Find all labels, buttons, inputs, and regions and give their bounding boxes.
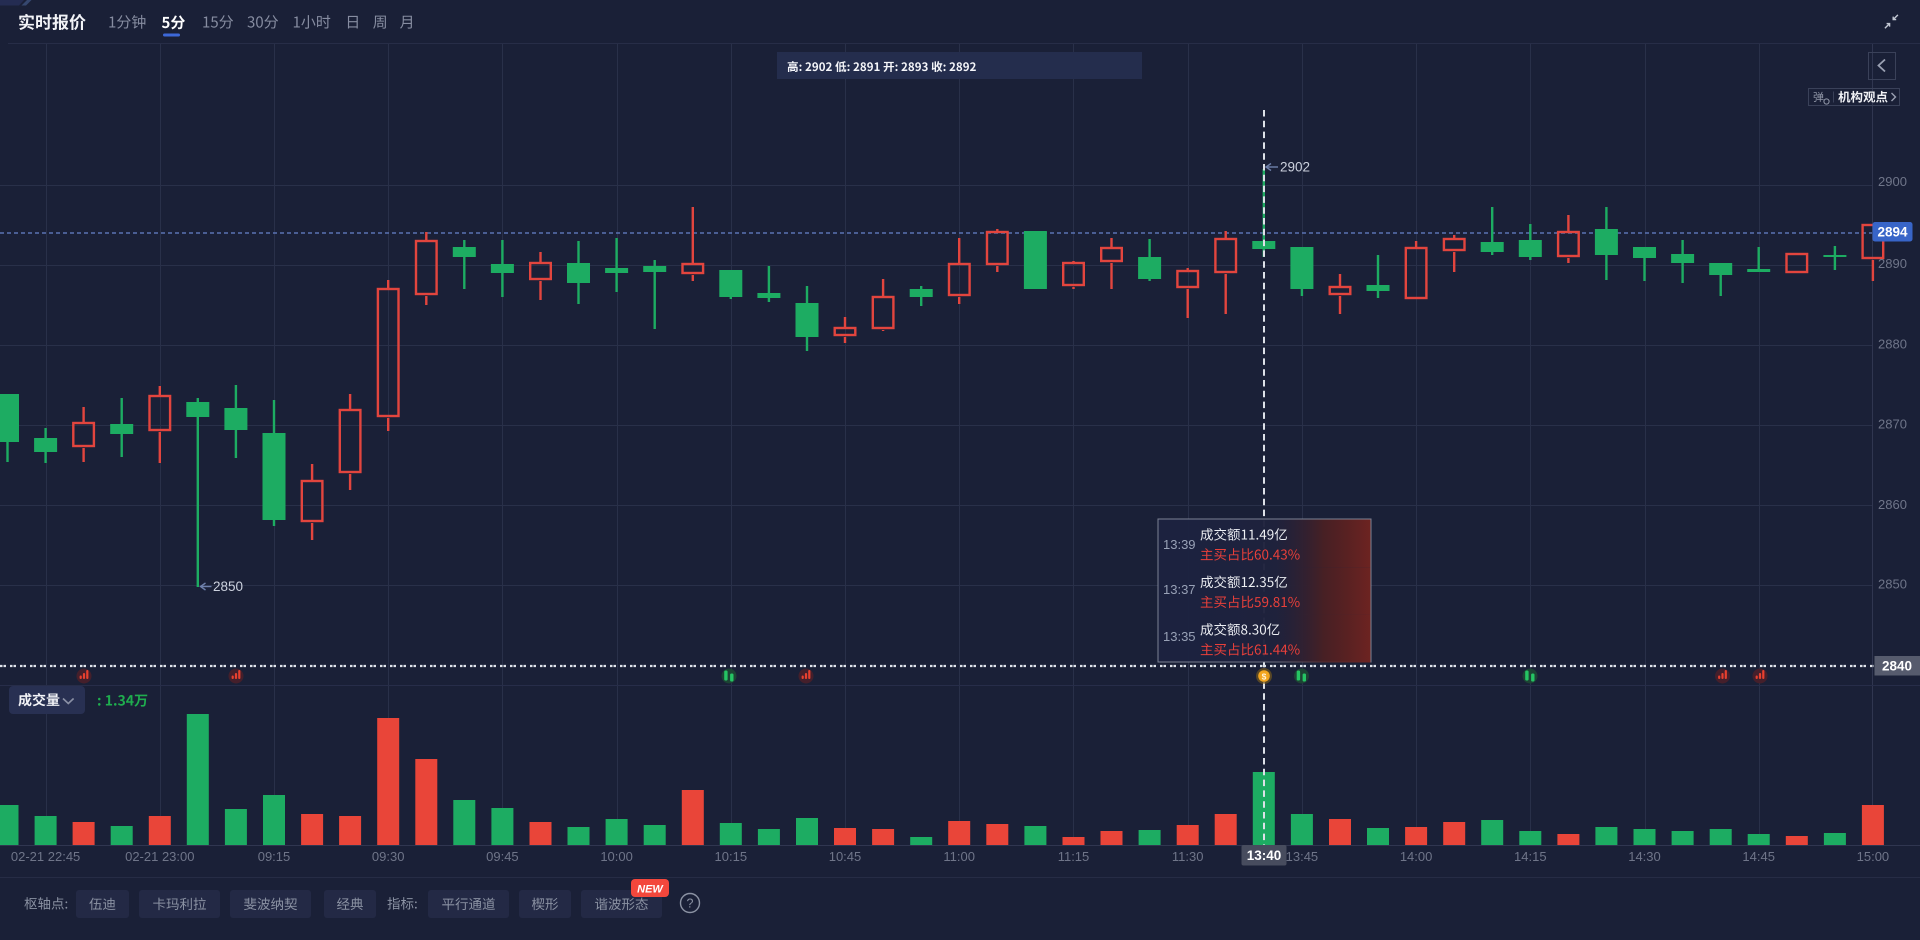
svg-text:2850: 2850 <box>213 579 243 594</box>
svg-text:2890: 2890 <box>1878 256 1907 271</box>
svg-text:10:45: 10:45 <box>829 849 862 864</box>
svg-text:11:15: 11:15 <box>1058 849 1090 864</box>
svg-text:14:15: 14:15 <box>1514 849 1547 864</box>
svg-text:2894: 2894 <box>1877 225 1908 240</box>
svg-text:15:00: 15:00 <box>1857 849 1890 864</box>
svg-text:09:30: 09:30 <box>372 849 405 864</box>
svg-text:09:45: 09:45 <box>486 849 519 864</box>
svg-text:14:45: 14:45 <box>1742 849 1775 864</box>
svg-text:14:00: 14:00 <box>1400 849 1433 864</box>
svg-text:2900: 2900 <box>1878 174 1907 189</box>
svg-text:$: $ <box>1262 672 1267 682</box>
svg-text:NEW: NEW <box>637 884 664 896</box>
svg-text:2860: 2860 <box>1878 497 1907 512</box>
svg-text:13:35: 13:35 <box>1163 629 1196 644</box>
svg-text:2880: 2880 <box>1878 337 1907 352</box>
svg-text:2870: 2870 <box>1878 417 1907 432</box>
svg-text:11:00: 11:00 <box>943 849 975 864</box>
svg-text:13:37: 13:37 <box>1163 582 1196 597</box>
svg-text:2850: 2850 <box>1878 577 1907 592</box>
svg-text:02-21 22:45: 02-21 22:45 <box>11 849 80 864</box>
svg-text:09:15: 09:15 <box>258 849 291 864</box>
svg-text:10:15: 10:15 <box>715 849 748 864</box>
svg-text:?: ? <box>687 897 694 911</box>
svg-text:10:00: 10:00 <box>600 849 633 864</box>
svg-text:13:39: 13:39 <box>1163 537 1196 552</box>
svg-text:13:45: 13:45 <box>1286 849 1319 864</box>
svg-text:13:40: 13:40 <box>1247 848 1282 863</box>
svg-text:2840: 2840 <box>1882 659 1912 674</box>
svg-text:02-21 23:00: 02-21 23:00 <box>125 849 194 864</box>
svg-text:2902: 2902 <box>1280 160 1310 175</box>
svg-text:11:30: 11:30 <box>1172 849 1204 864</box>
svg-text:14:30: 14:30 <box>1628 849 1661 864</box>
